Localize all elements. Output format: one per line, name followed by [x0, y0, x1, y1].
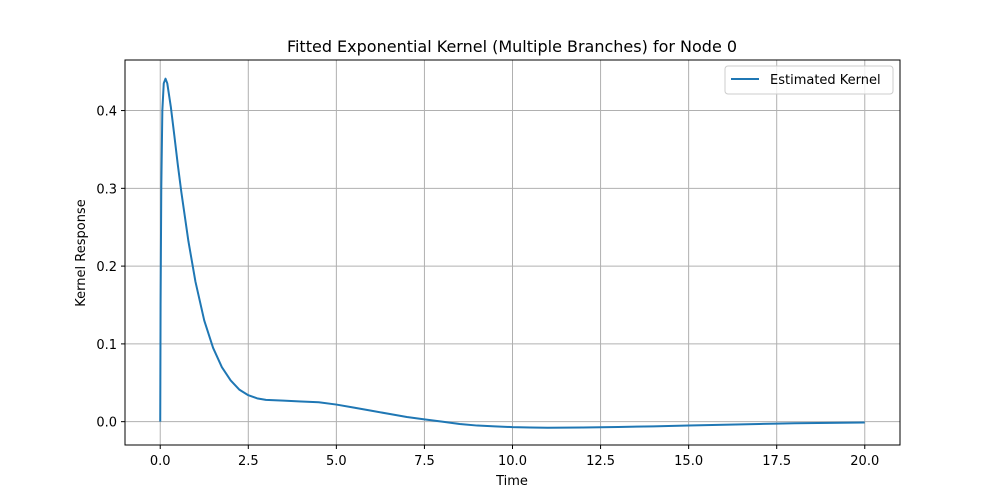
series-layer: [159, 77, 865, 429]
y-tick-label: 0.4: [96, 105, 117, 120]
y-tick-label: 0.0: [96, 416, 117, 431]
series-line-estimated-kernel: [159, 77, 865, 429]
y-axis-ticks: 0.0 0.1 0.2 0.3 0.4: [96, 105, 125, 431]
y-tick-label: 0.3: [96, 182, 117, 197]
y-tick-label: 0.1: [96, 338, 117, 353]
x-tick-label: 7.5: [414, 454, 435, 469]
legend-label: Estimated Kernel: [770, 73, 881, 88]
x-tick-label: 12.5: [586, 454, 615, 469]
legend: Estimated Kernel: [724, 65, 894, 95]
x-tick-label: 10.0: [498, 454, 527, 469]
x-tick-label: 15.0: [674, 454, 703, 469]
x-tick-label: 0.0: [150, 454, 171, 469]
legend-box: [724, 65, 894, 95]
x-tick-label: 2.5: [238, 454, 259, 469]
x-tick-label: 5.0: [326, 454, 347, 469]
x-tick-label: 17.5: [762, 454, 791, 469]
x-axis-label: Time: [495, 474, 528, 489]
grid-lines: [125, 60, 900, 445]
x-tick-label: 20.0: [850, 454, 879, 469]
y-axis-label: Kernel Response: [74, 199, 89, 306]
x-axis-ticks: 0.0 2.5 5.0 7.5 10.0 12.5 15.0 17.5 20.0: [150, 445, 879, 469]
y-tick-label: 0.2: [96, 260, 117, 275]
chart-title: Fitted Exponential Kernel (Multiple Bran…: [287, 37, 737, 56]
